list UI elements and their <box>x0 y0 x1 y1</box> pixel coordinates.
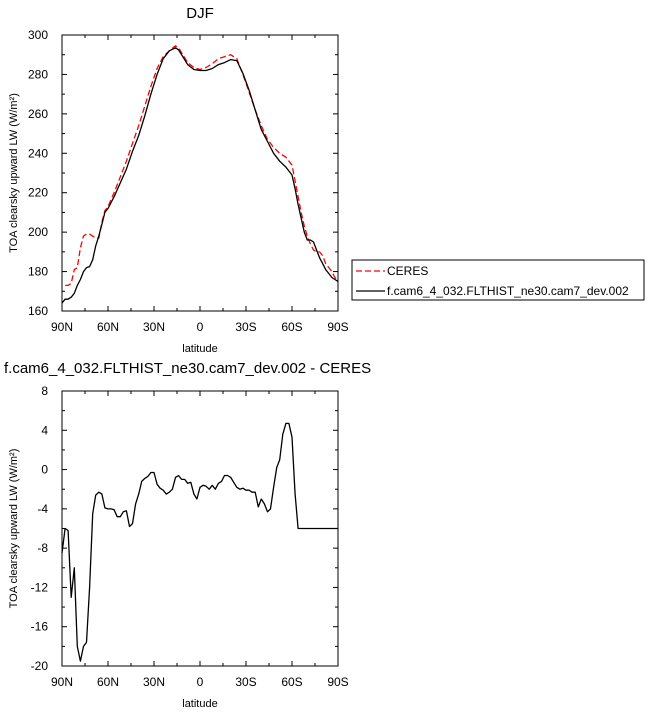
y-tick-label: 220 <box>28 186 48 200</box>
x-tick-label: 60N <box>97 675 119 689</box>
panel-difference: f.cam6_4_032.FLTHIST_ne30.cam7_dev.002 -… <box>4 360 371 710</box>
y-tick-label: 280 <box>28 67 48 81</box>
x-axis-label: latitude <box>182 343 217 355</box>
y-tick-label: 8 <box>41 384 48 398</box>
axis-ticks: 90N 60N 30N 0 30S 60S 90S -20 -16 -12 -8 -4 0 4 8 <box>31 384 349 689</box>
series-line-1 <box>61 47 339 304</box>
x-tick-label: 30S <box>235 320 256 334</box>
panel-title: DJF <box>186 5 214 22</box>
x-tick-label: 30N <box>143 320 165 334</box>
x-tick-label: 90S <box>327 675 348 689</box>
y-tick-label: 300 <box>28 28 48 42</box>
x-tick-label: 90N <box>51 320 73 334</box>
y-tick-label: -4 <box>37 502 48 516</box>
series-lines <box>61 45 339 304</box>
axis-ticks: 90N 60N 30N 0 30S 60S 90S 160 180 200 220 240 260 280… <box>28 28 349 334</box>
x-axis-label: latitude <box>182 698 217 710</box>
x-tick-label: 60S <box>281 675 302 689</box>
x-tick-label: 90S <box>327 320 348 334</box>
x-tick-label: 30S <box>235 675 256 689</box>
x-tick-label: 0 <box>197 320 204 334</box>
legend-entry-model: f.cam6_4_032.FLTHIST_ne30.cam7_dev.002 <box>387 284 629 298</box>
x-tick-label: 90N <box>51 675 73 689</box>
y-tick-label: 200 <box>28 225 48 239</box>
y-tick-label: -12 <box>31 580 49 594</box>
y-tick-label: 0 <box>41 463 48 477</box>
y-tick-label: 260 <box>28 107 48 121</box>
plot-frame <box>61 390 339 667</box>
y-tick-label: 180 <box>28 265 48 279</box>
x-tick-label: 60S <box>281 320 302 334</box>
y-tick-label: 160 <box>28 304 48 318</box>
legend: CERES f.cam6_4_032.FLTHIST_ne30.cam7_dev… <box>351 259 645 301</box>
series-lines <box>61 422 338 662</box>
y-tick-label: -20 <box>31 659 49 673</box>
y-tick-label: -16 <box>31 620 49 634</box>
panel-title: f.cam6_4_032.FLTHIST_ne30.cam7_dev.002 -… <box>4 360 371 377</box>
x-tick-label: 0 <box>197 675 204 689</box>
y-axis-label: TOA clearsky upward LW (W/m²) <box>8 93 20 253</box>
y-tick-label: 240 <box>28 146 48 160</box>
series-line-0 <box>65 45 339 287</box>
y-axis-label: TOA clearsky upward LW (W/m²) <box>8 449 20 609</box>
x-tick-label: 30N <box>143 675 165 689</box>
legend-entry-ceres: CERES <box>387 264 428 278</box>
x-tick-label: 60N <box>97 320 119 334</box>
legend-box <box>351 259 645 301</box>
panel-mean: DJF latitude TOA clearsky upward LW (W/m… <box>8 5 645 355</box>
y-tick-label: 4 <box>41 423 48 437</box>
plot-frame <box>61 34 339 312</box>
series-line-0 <box>61 422 338 662</box>
y-tick-label: -8 <box>37 541 48 555</box>
